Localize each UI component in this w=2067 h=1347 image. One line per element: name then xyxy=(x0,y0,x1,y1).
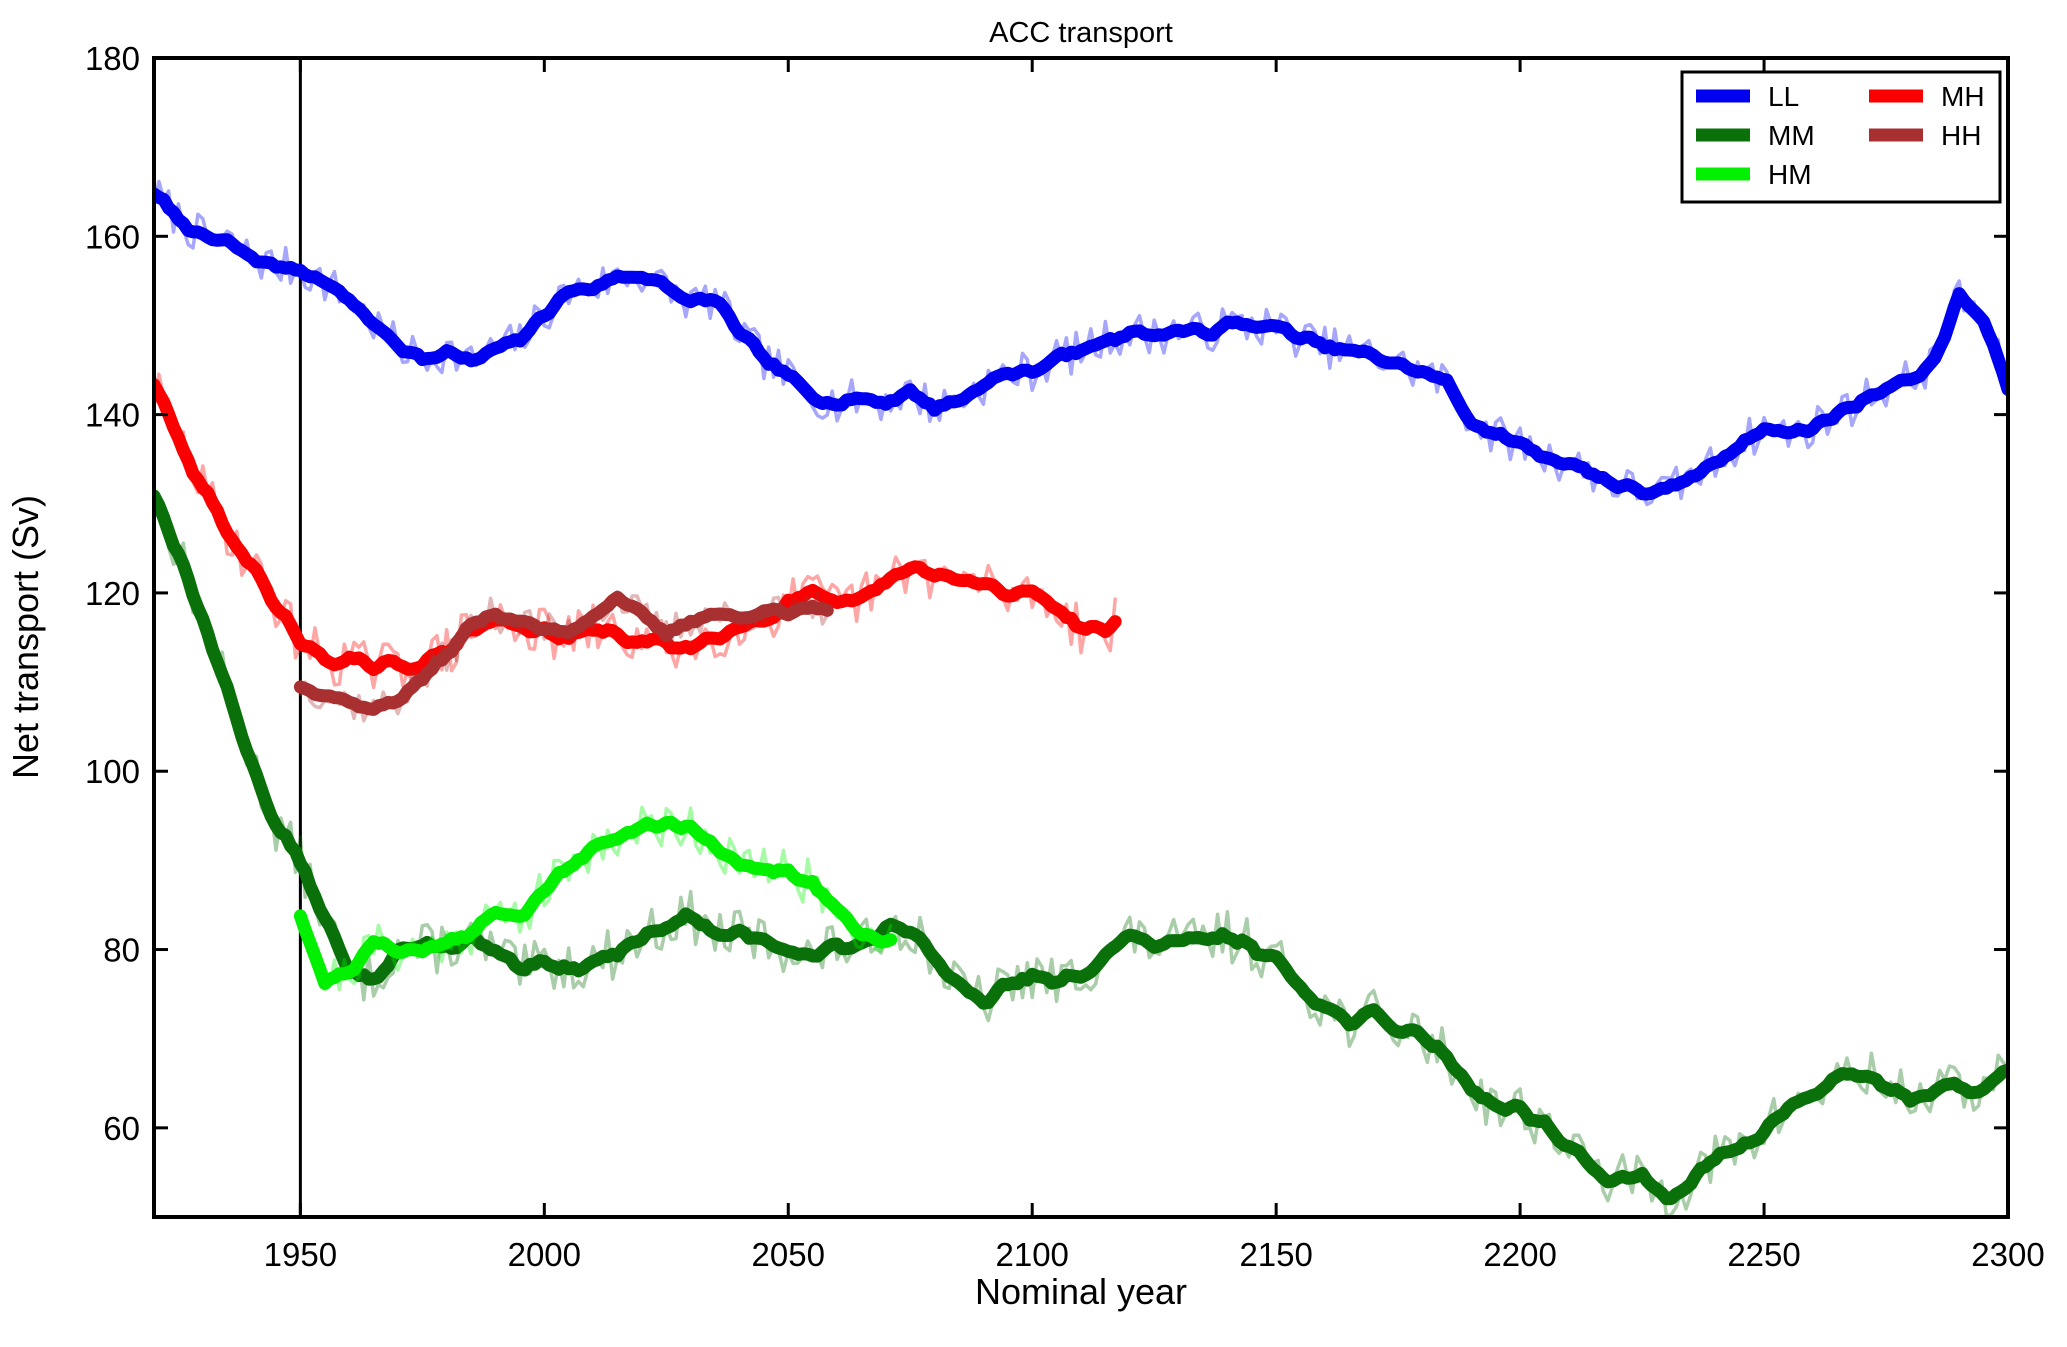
legend-item-HM: HM xyxy=(1696,159,1812,190)
y-tick-label: 60 xyxy=(103,1110,140,1147)
x-tick-label: 2200 xyxy=(1483,1236,1556,1273)
axis-tick-labels: 1950 2000 2050 2100 2150 2200 2250 2300 60 80 100 1… xyxy=(85,40,2045,1273)
x-tick-label: 2150 xyxy=(1239,1236,1312,1273)
y-tick-label: 140 xyxy=(85,397,140,434)
y-tick-label: 160 xyxy=(85,218,140,255)
x-tick-label: 2050 xyxy=(752,1236,825,1273)
plot-frame xyxy=(152,56,2010,1219)
y-axis-label: Net transport (Sv) xyxy=(5,495,46,779)
legend-item-MH: MH xyxy=(1869,81,1985,112)
legend-swatch-LL xyxy=(1696,89,1750,103)
legend-swatch-HH xyxy=(1869,128,1923,142)
x-tick-label: 2250 xyxy=(1727,1236,1800,1273)
legend-swatch-MH xyxy=(1869,89,1923,103)
series-smoothed-LL xyxy=(154,187,2008,501)
x-tick-label: 2300 xyxy=(1971,1236,2044,1273)
x-tick-label: 1950 xyxy=(264,1236,337,1273)
chart-title: ACC transport xyxy=(989,17,1173,49)
y-tick-label: 80 xyxy=(103,932,140,969)
series-smoothed-MH xyxy=(154,378,1122,676)
legend-item-HH: HH xyxy=(1869,120,1981,151)
legend: LL MM HM MH HH xyxy=(1680,70,2002,204)
series-smoothed-HH xyxy=(293,590,834,716)
legend-label-HH: HH xyxy=(1941,120,1981,151)
x-tick-label: 2100 xyxy=(995,1236,1068,1273)
legend-label-HM: HM xyxy=(1768,159,1812,190)
legend-item-MM: MM xyxy=(1696,120,1815,151)
legend-swatch-MM xyxy=(1696,128,1750,142)
legend-label-MM: MM xyxy=(1768,120,1815,151)
legend-label-LL: LL xyxy=(1768,81,1799,112)
y-tick-label: 180 xyxy=(85,40,140,77)
legend-label-MH: MH xyxy=(1941,81,1985,112)
x-axis-label: Nominal year xyxy=(975,1271,1187,1312)
legend-item-LL: LL xyxy=(1696,81,1799,112)
series-lines xyxy=(154,179,2008,1217)
y-tick-label: 100 xyxy=(85,753,140,790)
y-tick-label: 120 xyxy=(85,575,140,612)
series-smoothed-HM xyxy=(293,815,898,990)
legend-swatch-HM xyxy=(1696,167,1750,181)
x-tick-label: 2000 xyxy=(508,1236,581,1273)
